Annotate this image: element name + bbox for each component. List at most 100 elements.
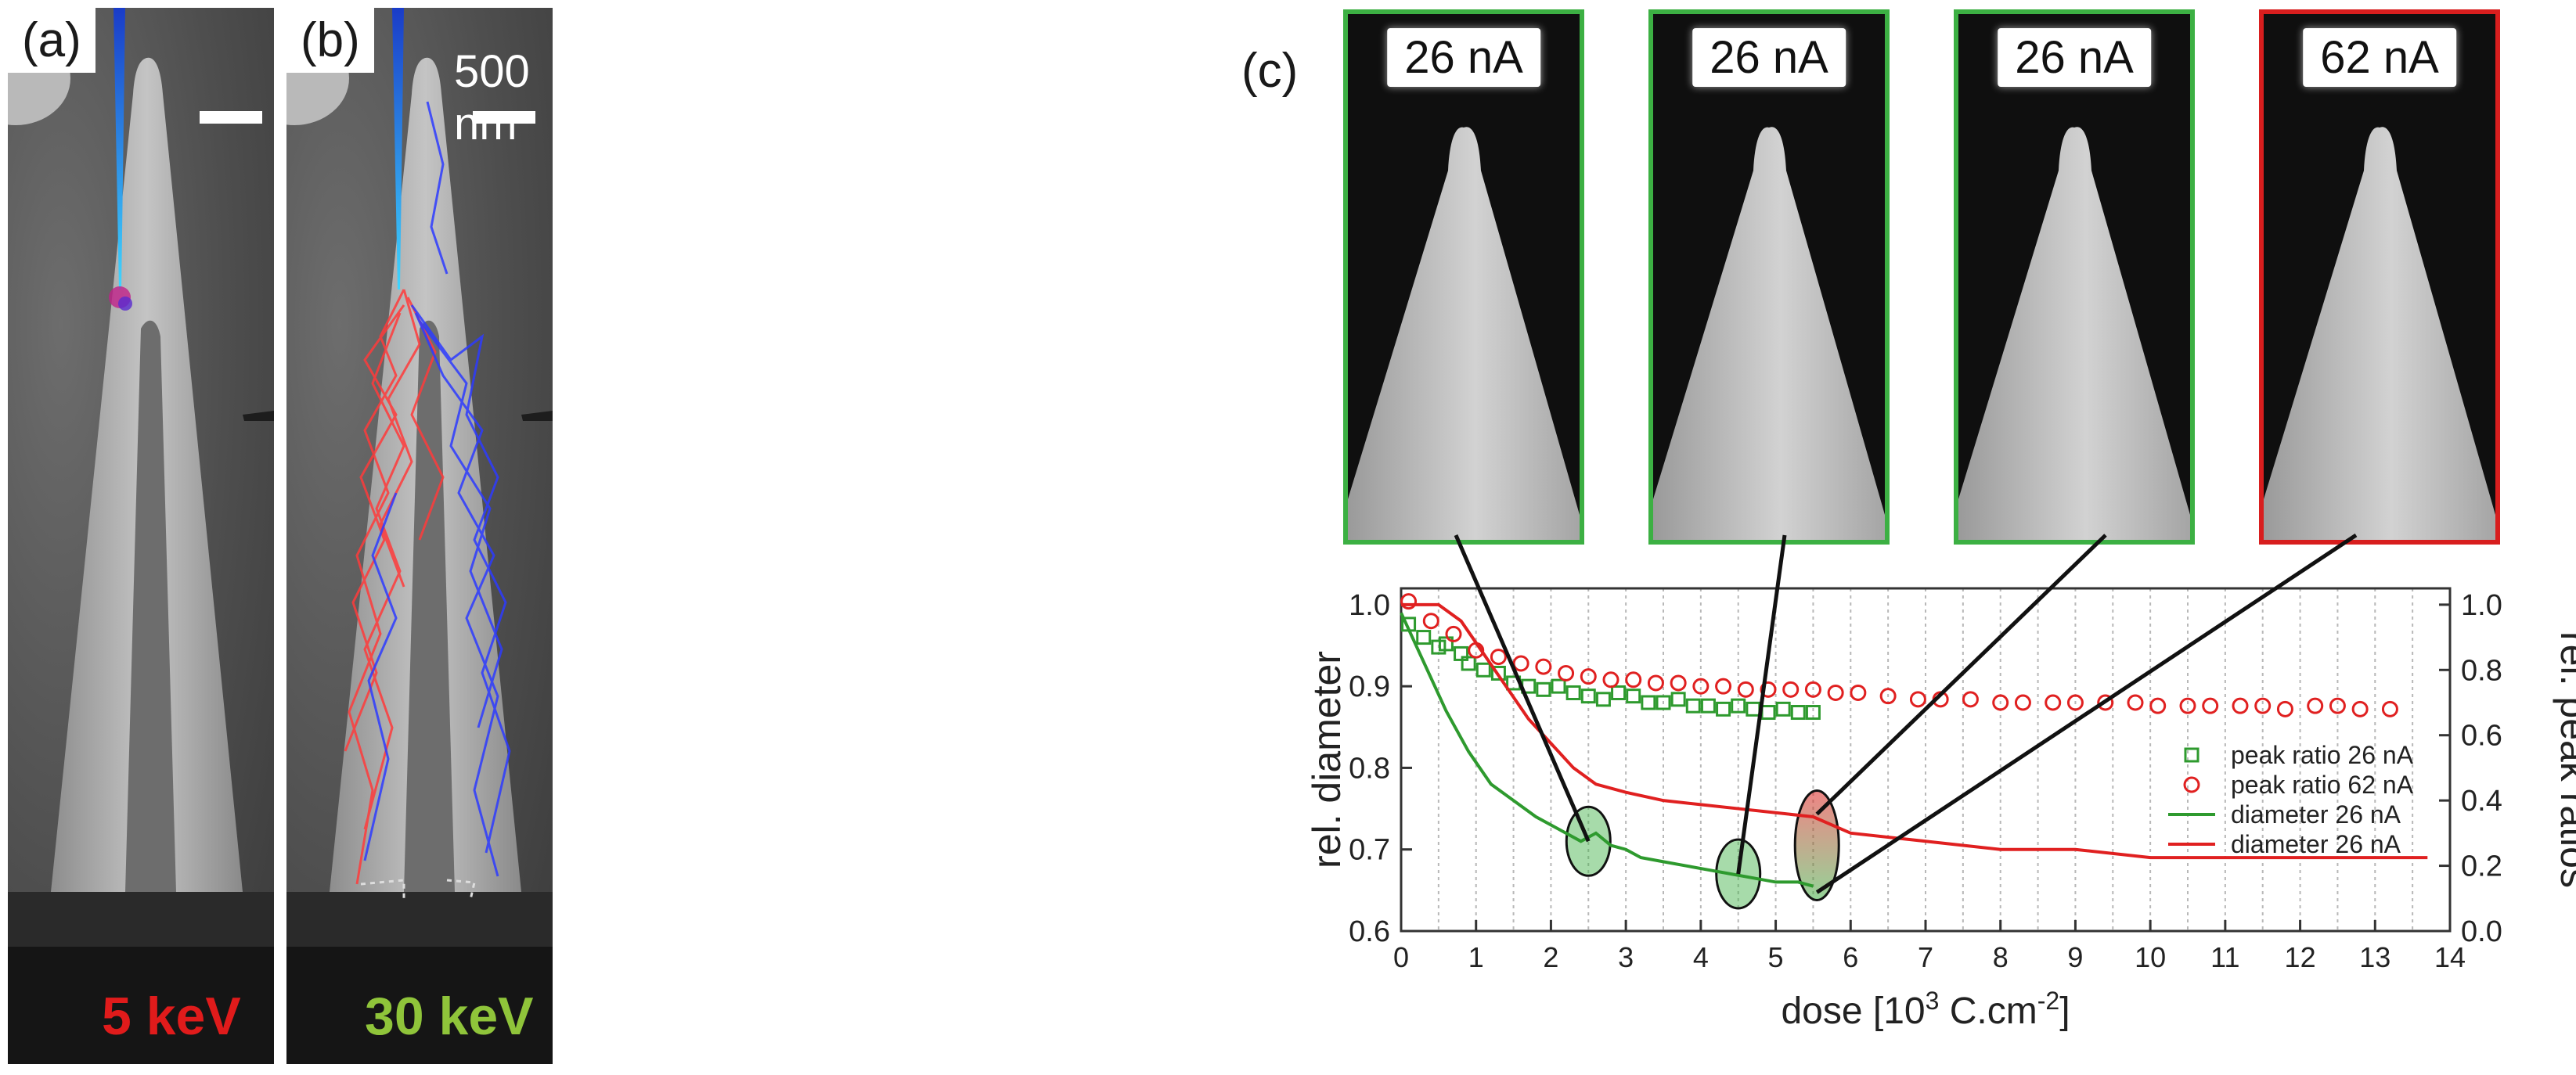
x-axis-label-part: dose [10 [1781, 991, 1925, 1032]
sem-image-b: (b) 500 nm 30 keV [286, 8, 553, 1064]
data-point-square [1641, 695, 1656, 710]
y-tick-label: 0.7 [1349, 834, 1390, 867]
data-point-circle [1760, 681, 1777, 698]
connector-line [1454, 534, 1591, 843]
data-point-square [1580, 689, 1596, 704]
data-point-square [1655, 695, 1671, 710]
data-point-circle [1932, 691, 1949, 708]
data-point-circle [2149, 697, 2167, 714]
data-point-circle [2329, 697, 2346, 714]
legend-label: diameter 26 nA [2231, 800, 2401, 829]
data-point-circle [1737, 681, 1754, 698]
data-point-square [1700, 698, 1716, 714]
data-point-circle [1670, 674, 1687, 692]
data-point-circle [2202, 697, 2219, 714]
data-point-circle [2097, 694, 2114, 711]
data-point-circle [1647, 674, 1664, 692]
data-point-circle [2307, 697, 2324, 714]
y2-tick-label: 0.0 [2461, 915, 2502, 948]
tip-thumbnail-4: 62 nA [2259, 9, 2500, 545]
data-point-circle [1804, 681, 1821, 698]
connector-line [1815, 533, 2358, 894]
data-point-square [1438, 636, 1454, 652]
y2-axis-label: rel. peak ratios [2553, 631, 2576, 888]
legend-marker-square [2184, 747, 2200, 763]
data-point-square [1454, 645, 1469, 661]
data-point-square [1490, 665, 1506, 681]
current-label: 26 nA [1998, 28, 2151, 87]
scale-bar-b [473, 111, 535, 124]
x-tick-label: 5 [1768, 941, 1784, 973]
data-point-circle [1422, 613, 1439, 630]
data-point-square [1536, 681, 1551, 697]
tip-thumbnail-image [2264, 127, 2495, 540]
sem-tip-a [8, 8, 274, 1064]
data-point-square [1595, 692, 1611, 707]
tip-thumbnail-2: 26 nA [1648, 9, 1890, 545]
data-point-circle [1992, 694, 2009, 711]
x-tick-label: 8 [1993, 941, 2009, 973]
data-point-circle [1535, 658, 1552, 675]
panel-label-a: (a) [8, 8, 95, 73]
data-point-square [1790, 705, 1806, 721]
data-point-circle [2127, 694, 2144, 711]
data-point-square [1401, 617, 1417, 632]
x-tick-label: 11 [2210, 941, 2239, 973]
data-point-circle [2014, 694, 2031, 711]
data-point-circle [2045, 694, 2062, 711]
scale-bar-a [200, 111, 262, 124]
x-axis-label-part: C.cm [1939, 991, 2037, 1032]
legend-label: peak ratio 26 nA [2231, 741, 2414, 769]
tip-thumbnail-image [1653, 127, 1885, 540]
data-point-circle [1962, 691, 1979, 708]
x-axis-label: dose [103 C.cm-2] [1781, 987, 2070, 1032]
y2-tick-label: 0.2 [2461, 850, 2502, 883]
x-tick-label: 4 [1693, 941, 1709, 973]
connector-line [1815, 534, 2107, 816]
x-tick-label: 0 [1393, 941, 1409, 973]
data-point-square [1551, 678, 1566, 694]
plot-frame [1400, 587, 2452, 933]
x-axis-label-part: ] [2059, 991, 2070, 1032]
data-point-square [1431, 639, 1447, 655]
data-point-circle [1909, 691, 1926, 708]
tip-thumbnail-1: 26 nA [1343, 9, 1584, 545]
current-label: 62 nA [2303, 28, 2456, 87]
data-point-circle [1850, 684, 1867, 701]
data-point-circle [2351, 700, 2369, 717]
tip-thumbnail-image [1348, 127, 1580, 540]
y-tick-label: 0.6 [1349, 915, 1390, 948]
x-axis-label-part: 3 [1926, 987, 1940, 1015]
highlight-ellipse [1793, 789, 1840, 901]
data-point-circle [2381, 700, 2398, 717]
x-tick-label: 10 [2135, 941, 2166, 973]
data-point-square [1805, 705, 1821, 721]
data-point-circle [1400, 593, 1418, 610]
data-point-square [1760, 705, 1776, 721]
y-tick-label: 0.8 [1349, 752, 1390, 785]
data-point-square [1746, 701, 1761, 717]
data-point-square [1685, 698, 1701, 714]
data-point-circle [1827, 684, 1844, 701]
data-point-circle [1490, 649, 1507, 666]
data-point-square [1611, 685, 1627, 700]
x-tick-label: 12 [2285, 941, 2316, 973]
panel-label-c: (c) [1241, 44, 1299, 98]
data-point-circle [2179, 697, 2196, 714]
x-tick-label: 6 [1843, 941, 1858, 973]
data-point-circle [2276, 700, 2293, 717]
data-point-circle [2254, 697, 2272, 714]
tip-thumbnail-image [1958, 127, 2190, 540]
legend-marker-circle [2183, 776, 2200, 793]
current-label: 26 nA [1692, 28, 1846, 87]
data-point-circle [1625, 671, 1642, 689]
data-point-square [1731, 698, 1746, 714]
data-point-square [1716, 701, 1731, 717]
series-line [1401, 602, 2428, 860]
legend-label: diameter 26 nA [2231, 830, 2401, 858]
data-point-circle [1879, 688, 1897, 705]
data-point-circle [1602, 671, 1619, 689]
data-point-circle [1715, 678, 1732, 695]
y2-tick-label: 0.6 [2461, 720, 2502, 753]
data-point-circle [2232, 697, 2249, 714]
